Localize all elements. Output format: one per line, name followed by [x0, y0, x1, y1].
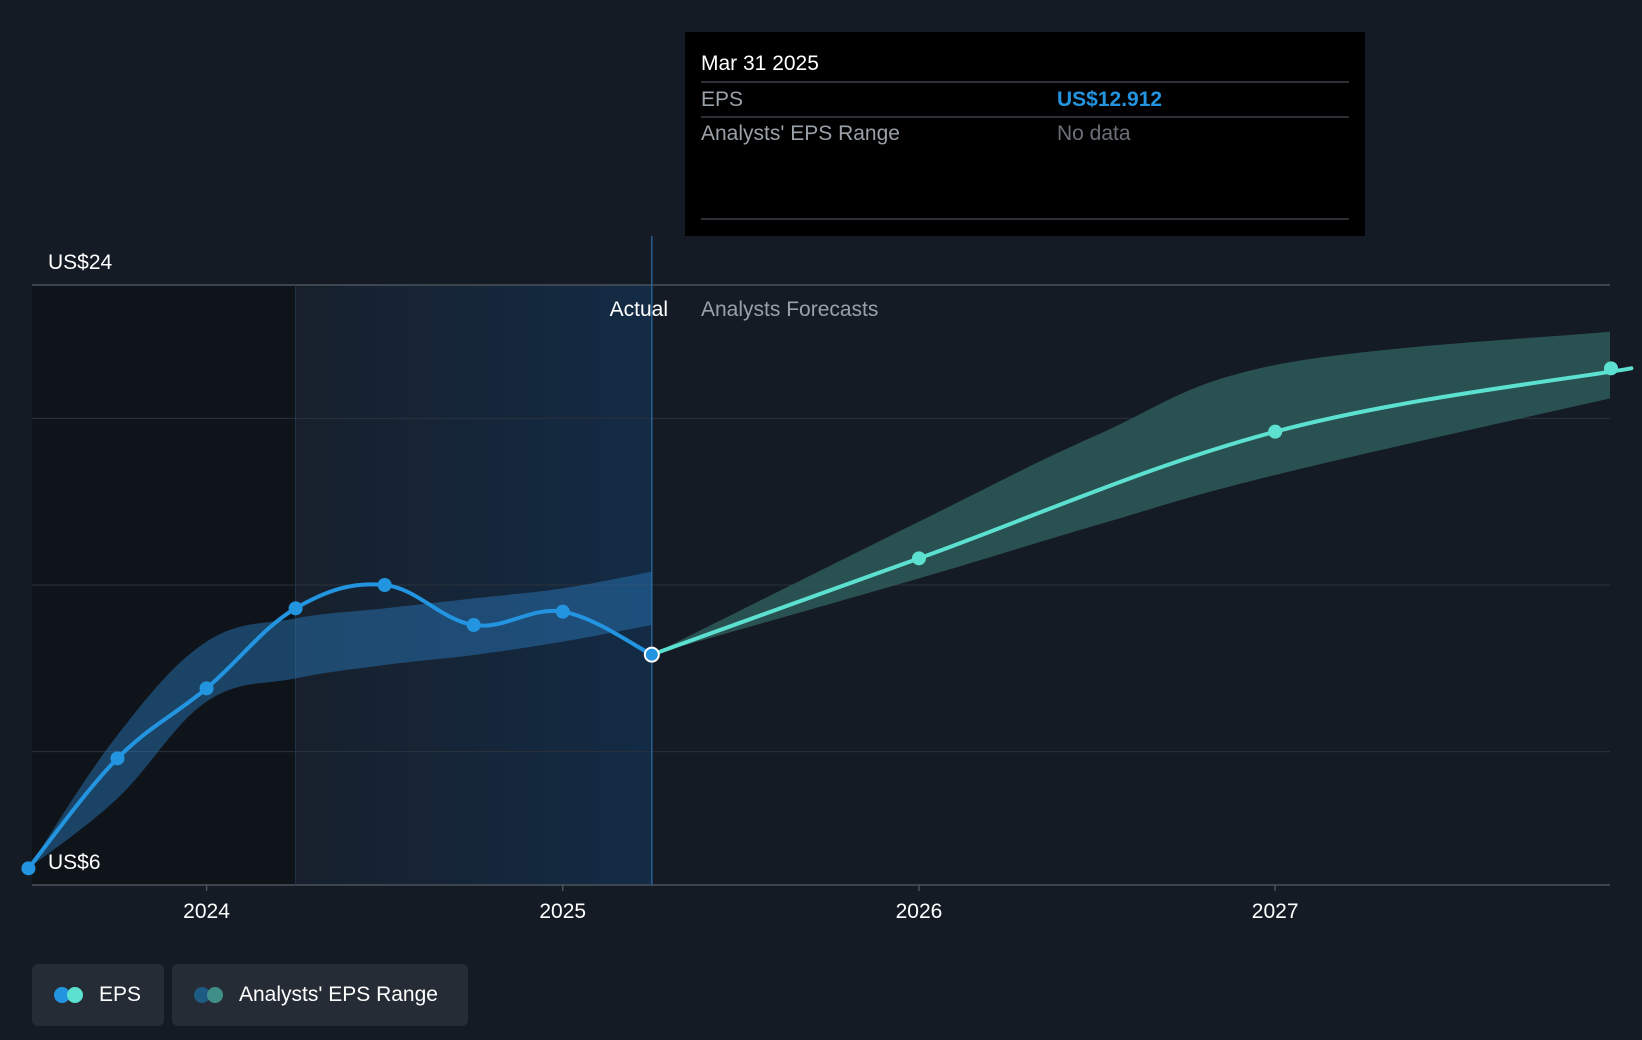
x-axis-ticks: 2024 2025 2026 2027: [183, 885, 1299, 923]
tooltip-eps-label: EPS: [701, 88, 743, 111]
tooltip-box: [685, 32, 1365, 236]
y-tick-label: US$24: [48, 251, 113, 274]
eps-points: [21, 361, 1618, 876]
tooltip-range-value: No data: [1057, 122, 1131, 145]
actual-eps-point[interactable]: [21, 861, 36, 876]
actual-label: Actual: [610, 298, 668, 321]
actual-eps-point[interactable]: [377, 578, 392, 592]
legend-eps[interactable]: EPS: [32, 964, 164, 1026]
forecast-range-band: [651, 331, 1610, 655]
actual-eps-point[interactable]: [288, 601, 303, 616]
tooltip-date: Mar 31 2025: [701, 52, 819, 75]
range-legend-dot-forecast: [207, 987, 223, 1003]
actual-eps-point[interactable]: [466, 618, 481, 632]
x-tick-label: 2027: [1252, 900, 1299, 923]
eps-legend-icon: [54, 987, 83, 1003]
tooltip: Mar 31 2025 EPS US$12.912 Analysts' EPS …: [685, 32, 1365, 236]
range-legend-icon: [194, 987, 223, 1003]
actual-eps-point[interactable]: [110, 751, 125, 766]
forecast-eps-point[interactable]: [911, 551, 926, 566]
forecast-eps-point[interactable]: [1268, 424, 1283, 439]
tooltip-range-label: Analysts' EPS Range: [701, 122, 900, 145]
legend-range-label: Analysts' EPS Range: [239, 983, 438, 1006]
actual-range-band: [28, 571, 652, 869]
range-bands: [28, 331, 1610, 869]
x-tick-label: 2024: [183, 900, 230, 923]
x-tick-label: 2025: [539, 900, 586, 923]
tooltip-eps-value: US$12.912: [1057, 88, 1162, 111]
actual-eps-point[interactable]: [199, 681, 214, 696]
eps-legend-dot-forecast: [67, 987, 83, 1003]
forecast-eps-line: [649, 366, 1634, 657]
y-tick-label: US$6: [48, 851, 101, 874]
range-legend-dot-actual: [194, 987, 210, 1003]
x-tick-label: 2026: [896, 900, 943, 923]
actual-eps-point[interactable]: [643, 646, 660, 663]
legend-eps-range[interactable]: Analysts' EPS Range: [172, 964, 468, 1026]
eps-legend-dot-actual: [54, 987, 70, 1003]
actual-eps-point[interactable]: [555, 604, 570, 619]
forecast-eps-point[interactable]: [1604, 361, 1618, 376]
forecast-label: Analysts Forecasts: [701, 298, 878, 321]
y-axis-ticks: US$24 US$6: [48, 251, 113, 874]
legend-eps-label: EPS: [99, 983, 142, 1006]
